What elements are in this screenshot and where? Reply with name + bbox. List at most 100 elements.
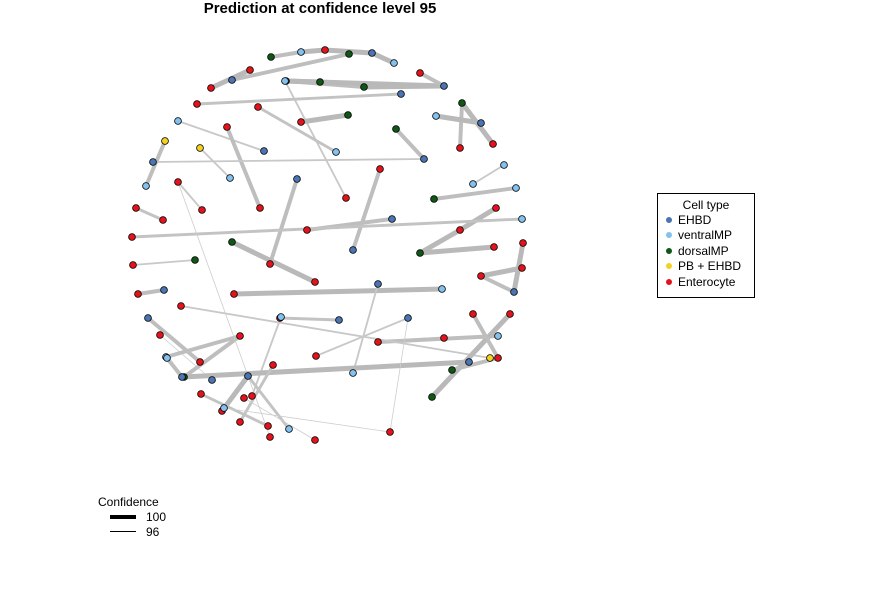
- network-node: [416, 249, 424, 257]
- network-edge: [430, 312, 512, 399]
- network-node: [264, 422, 272, 430]
- network-node: [500, 161, 508, 169]
- network-edge: [223, 407, 391, 433]
- network-edge: [458, 102, 464, 149]
- network-node: [390, 59, 398, 67]
- legend-item-ventralmp: ventralMP: [658, 228, 754, 244]
- network-edge: [389, 317, 409, 433]
- legend-item-enterocyte: Enterocyte: [658, 274, 754, 290]
- network-edge: [472, 164, 505, 185]
- network-edge: [165, 334, 241, 359]
- network-node: [430, 195, 438, 203]
- network-node: [392, 125, 400, 133]
- network-node: [297, 118, 305, 126]
- network-node: [134, 290, 142, 298]
- network-edge: [177, 181, 203, 211]
- network-node: [448, 366, 456, 374]
- network-edge: [270, 50, 302, 59]
- network-node: [477, 119, 485, 127]
- network-edge: [480, 265, 523, 279]
- legend-label-enterocyte: Enterocyte: [678, 274, 736, 289]
- network-node: [416, 69, 424, 77]
- network-node: [193, 100, 201, 108]
- network-node: [236, 418, 244, 426]
- network-node: [266, 260, 274, 268]
- network-node: [342, 194, 350, 202]
- legend-item-pb-ehbd: PB + EHBD: [658, 259, 754, 275]
- network-edge: [351, 168, 382, 251]
- network-node: [159, 216, 167, 224]
- network-node: [132, 204, 140, 212]
- network-edge: [419, 244, 495, 256]
- legend-label-ehbd: EHBD: [678, 212, 712, 227]
- network-node: [230, 290, 238, 298]
- network-node: [332, 148, 340, 156]
- legend-label-ventralmp: ventralMP: [678, 228, 733, 243]
- network-edge: [200, 392, 269, 428]
- network-node: [267, 53, 275, 61]
- network-node: [254, 103, 262, 111]
- network-edge: [458, 205, 498, 233]
- network-edge: [300, 47, 326, 55]
- network-node: [256, 204, 264, 212]
- network-edge: [279, 316, 340, 322]
- network-node: [321, 46, 329, 54]
- network-node: [142, 182, 150, 190]
- network-node: [368, 49, 376, 57]
- network-node: [494, 354, 502, 362]
- network-edge: [231, 52, 350, 82]
- network-node: [240, 394, 248, 402]
- network-node: [465, 358, 473, 366]
- confidence-legend-item-high: 100: [110, 509, 166, 524]
- network-edge: [471, 313, 500, 359]
- network-node: [269, 361, 277, 369]
- node-layer: [128, 46, 527, 444]
- network-node: [397, 90, 405, 98]
- network-node: [177, 302, 185, 310]
- network-node: [349, 246, 357, 254]
- network-edge: [377, 334, 499, 344]
- network-edge: [243, 397, 316, 441]
- network-edge: [180, 305, 491, 359]
- network-node: [344, 111, 352, 119]
- network-edge: [352, 283, 379, 374]
- network-node: [489, 140, 497, 148]
- network-edge: [419, 71, 445, 88]
- network-node: [386, 428, 394, 436]
- network-edge: [268, 178, 299, 265]
- network-node: [236, 332, 244, 340]
- network-node: [490, 243, 498, 251]
- network-node: [428, 393, 436, 401]
- network-node: [376, 165, 384, 173]
- network-edge: [146, 316, 202, 364]
- legend-swatch-ehbd: [666, 216, 672, 223]
- network-edge: [225, 126, 262, 209]
- network-edge: [480, 274, 515, 294]
- network-node: [510, 288, 518, 296]
- network-node: [477, 272, 485, 280]
- network-node: [156, 331, 164, 339]
- network-node: [492, 204, 500, 212]
- legend-label-dorsalmp: dorsalMP: [678, 243, 729, 258]
- network-node: [486, 354, 494, 362]
- network-node: [458, 99, 466, 107]
- network-node: [311, 278, 319, 286]
- network-node: [228, 76, 236, 84]
- network-node: [518, 215, 526, 223]
- confidence-legend: Confidence 100 96: [98, 495, 166, 539]
- network-node: [174, 117, 182, 125]
- network-edge: [137, 288, 165, 296]
- network-edge: [152, 158, 425, 163]
- network-edge: [199, 147, 231, 179]
- legend-item-dorsalmp: dorsalMP: [658, 243, 754, 259]
- network-node: [266, 433, 274, 441]
- network-node: [163, 354, 171, 362]
- network-node: [456, 144, 464, 152]
- network-node: [432, 112, 440, 120]
- legend-swatch-ventralmp: [666, 232, 672, 239]
- network-node: [144, 314, 152, 322]
- network-edge: [159, 334, 213, 381]
- network-edge: [418, 227, 462, 256]
- network-edge: [230, 239, 317, 285]
- network-node: [161, 137, 169, 145]
